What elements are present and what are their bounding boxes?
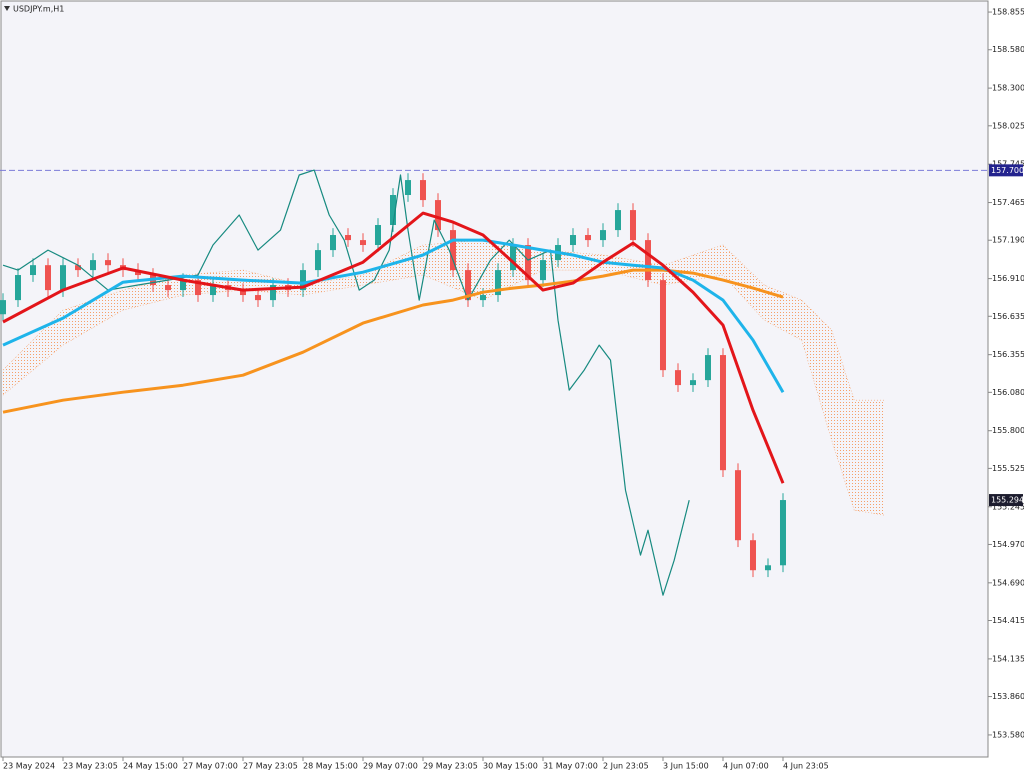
y-tick-label: 155.245 — [992, 502, 1024, 511]
candle-body — [659, 280, 666, 371]
y-tick-label: 154.970 — [992, 540, 1024, 549]
candle-body — [584, 235, 591, 241]
candle-body — [254, 295, 261, 301]
level-label-box — [989, 164, 1023, 177]
y-tick-label: 156.355 — [992, 350, 1024, 359]
y-tick-label: 158.300 — [992, 84, 1024, 93]
y-tick-label: 153.580 — [992, 730, 1024, 739]
candle-body — [0, 300, 6, 315]
candle-body — [464, 270, 471, 301]
candle-body — [599, 230, 606, 241]
candle-body — [179, 280, 186, 291]
y-tick-label: 157.190 — [992, 236, 1024, 245]
y-tick-label: 157.465 — [992, 198, 1024, 207]
x-tick-label: 30 May 15:00 — [483, 762, 538, 771]
candle-body — [359, 240, 366, 246]
last-price-box — [989, 494, 1023, 507]
last-price-label: 155.294 — [991, 496, 1024, 505]
candle-body — [734, 470, 741, 541]
candle-body — [779, 500, 786, 566]
candle-body — [449, 230, 456, 271]
y-tick-label: 156.080 — [992, 388, 1024, 397]
candle-body — [629, 210, 636, 241]
candle-body — [314, 250, 321, 271]
x-tick-label: 29 May 07:00 — [363, 762, 418, 771]
y-tick-label: 156.635 — [992, 312, 1024, 321]
candle-body — [494, 270, 501, 296]
symbol-icon — [4, 6, 10, 11]
candle-body — [329, 235, 336, 251]
y-tick-label: 154.415 — [992, 616, 1024, 625]
y-tick-label: 155.525 — [992, 464, 1024, 473]
y-tick-label: 156.910 — [992, 274, 1024, 283]
candle-body — [764, 565, 771, 571]
indicator-line — [2, 238, 785, 393]
candle-body — [104, 260, 111, 266]
y-tick-label: 154.135 — [992, 654, 1024, 663]
candle-body — [524, 245, 531, 281]
x-tick-label: 27 May 23:05 — [243, 762, 298, 771]
candle-body — [689, 380, 696, 386]
candle-body — [299, 270, 306, 291]
level-label: 157.700 — [991, 166, 1024, 175]
candle-body — [704, 355, 711, 381]
candle-body — [89, 260, 96, 271]
plot-layer — [0, 169, 988, 596]
indicator-line — [2, 211, 785, 484]
candle-body — [29, 265, 36, 276]
candle-body — [404, 180, 411, 196]
candle-body — [269, 285, 276, 301]
y-tick-label: 158.580 — [992, 45, 1024, 54]
y-tick-label: 158.855 — [992, 8, 1024, 17]
candle-body — [14, 275, 21, 301]
candle-body — [614, 210, 621, 231]
symbol-label: USDJPY.m,H1 — [13, 5, 64, 14]
candle-body — [44, 265, 51, 291]
candle-body — [509, 245, 516, 271]
x-tick-label: 29 May 23:05 — [423, 762, 478, 771]
candle-body — [539, 260, 546, 281]
candle-body — [419, 180, 426, 201]
candle-body — [749, 540, 756, 571]
candle-body — [644, 240, 651, 281]
candle-body — [164, 285, 171, 291]
x-tick-label: 23 May 2024 — [3, 762, 55, 771]
x-tick-label: 4 Jun 07:00 — [723, 762, 769, 771]
candle-body — [389, 195, 396, 226]
candle-body — [719, 355, 726, 471]
x-tick-label: 2 Jun 23:05 — [603, 762, 649, 771]
candle-body — [569, 235, 576, 246]
y-tick-label: 158.025 — [992, 121, 1024, 130]
candle-body — [74, 265, 81, 271]
candle-body — [374, 225, 381, 246]
candle-body — [434, 200, 441, 231]
y-tick-label: 157.745 — [992, 160, 1024, 169]
candle-body — [209, 285, 216, 296]
x-tick-label: 31 May 07:00 — [543, 762, 598, 771]
x-tick-label: 27 May 07:00 — [183, 762, 238, 771]
cloud-upper — [2, 239, 885, 401]
candle-body — [674, 370, 681, 386]
candle-body — [59, 265, 66, 291]
candle-body — [344, 235, 351, 241]
candle-body — [194, 280, 201, 296]
y-tick-label: 154.690 — [992, 578, 1024, 587]
x-tick-label: 24 May 15:00 — [123, 762, 178, 771]
candle-body — [479, 295, 486, 301]
candle-body — [239, 290, 246, 296]
x-tick-label: 3 Jun 15:00 — [663, 762, 709, 771]
x-tick-label: 28 May 15:00 — [303, 762, 358, 771]
x-tick-label: 4 Jun 23:05 — [783, 762, 829, 771]
x-tick-label: 23 May 23:05 — [63, 762, 118, 771]
y-tick-label: 155.800 — [992, 426, 1024, 435]
indicator-line — [2, 268, 784, 414]
candle-body — [134, 270, 141, 276]
y-tick-label: 153.860 — [992, 692, 1024, 701]
